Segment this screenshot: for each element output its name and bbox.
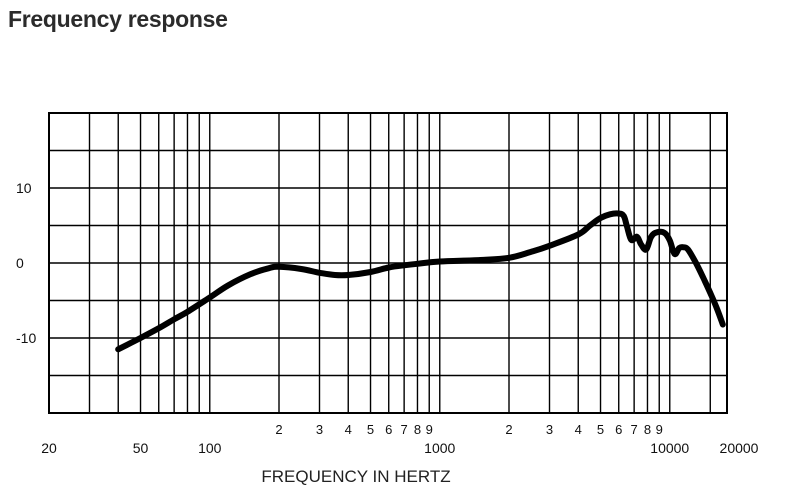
x-minor-tick-label: 9: [656, 422, 663, 437]
x-minor-tick-label: 6: [615, 422, 622, 437]
x-major-tick-label: 50: [133, 440, 149, 456]
y-tick-label: 10: [16, 180, 32, 196]
x-major-tick-label: 100: [198, 440, 222, 456]
x-minor-tick-label: 4: [345, 422, 352, 437]
y-tick-labels: 10 0 -10: [16, 180, 36, 346]
x-minor-tick-label: 8: [644, 422, 651, 437]
x-minor-tick-label: 7: [401, 422, 408, 437]
x-minor-tick-label: 2: [275, 422, 282, 437]
x-minor-tick-label: 2: [505, 422, 512, 437]
x-axis-title: FREQUENCY IN HERTZ: [261, 467, 450, 486]
grid: [48, 112, 728, 414]
x-minor-tick-label: 8: [414, 422, 421, 437]
x-minor-tick-label: 5: [597, 422, 604, 437]
series-layer: [115, 210, 726, 353]
x-major-tick-label: 20000: [720, 440, 759, 456]
x-minor-tick-label: 7: [631, 422, 638, 437]
response-curve: [115, 210, 726, 353]
x-minor-tick-label: 5: [367, 422, 374, 437]
x-major-tick-label: 1000: [424, 440, 455, 456]
x-minor-tick-label: 6: [385, 422, 392, 437]
x-minor-tick-label: 3: [316, 422, 323, 437]
x-minor-tick-label: 9: [426, 422, 433, 437]
x-major-tick-label: 10000: [650, 440, 689, 456]
y-tick-label: 0: [16, 255, 24, 271]
x-major-tick-label: 20: [41, 440, 57, 456]
x-minor-tick-label: 4: [575, 422, 582, 437]
chart-title: Frequency response: [8, 6, 228, 32]
x-minor-tick-label: 3: [546, 422, 553, 437]
y-tick-label: -10: [16, 330, 36, 346]
